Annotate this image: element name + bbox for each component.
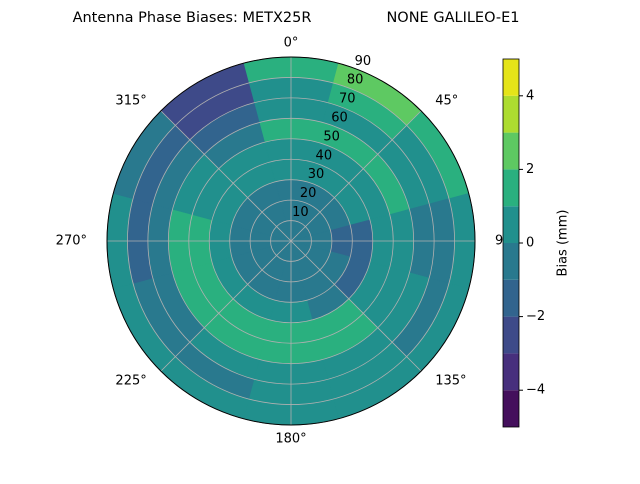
- polar-plot: 1020304050607080900°45°90135°180°225°270…: [56, 36, 512, 447]
- colorbar-band: [503, 95, 519, 133]
- angular-tick-label: 270°: [56, 234, 87, 249]
- radial-tick-label: 20: [300, 186, 317, 201]
- radial-tick-label: 10: [292, 205, 309, 220]
- colorbar-label: Bias (mm): [556, 210, 571, 277]
- angular-tick-label: 135°: [435, 374, 466, 389]
- colorbar-tick-label: 0: [526, 236, 534, 251]
- colorbar: −4 −2 0 2 4 Bias (mm): [502, 58, 571, 428]
- colorbar-tick-label: −4: [526, 383, 545, 398]
- colorbar-band: [503, 132, 519, 170]
- radial-tick-label: 60: [331, 110, 348, 125]
- colorbar-band: [503, 206, 519, 243]
- colorbar-tick-label: 4: [526, 88, 534, 103]
- radial-tick-label: 50: [323, 129, 340, 144]
- colorbar-band: [503, 243, 519, 280]
- angular-tick-label: 180°: [275, 432, 306, 447]
- chart-title: Antenna Phase Biases: METX25R: [73, 10, 312, 26]
- colorbar-band: [503, 390, 519, 427]
- colorbar-tick-label: 2: [526, 162, 534, 177]
- colorbar-band: [503, 353, 519, 391]
- angular-grid-line: [160, 110, 292, 242]
- angular-grid-line: [290, 110, 422, 242]
- colorbar-tick-label: −2: [526, 309, 545, 324]
- polar-frame: [106, 56, 476, 426]
- angular-grid-line: [290, 240, 422, 372]
- radial-tick-label: 40: [316, 148, 333, 163]
- angular-tick-label: 225°: [115, 374, 146, 389]
- angular-grid-line: [160, 240, 292, 372]
- angular-tick-label: 315°: [115, 93, 146, 108]
- colorbar-band: [503, 279, 519, 317]
- colorbar-band: [503, 59, 519, 96]
- angular-tick-label: 0°: [284, 36, 299, 51]
- chart-subtitle: NONE GALILEO-E1: [386, 10, 519, 26]
- radial-tick-label: 30: [308, 167, 325, 182]
- colorbar-band: [503, 316, 519, 354]
- radial-tick-label: 70: [339, 92, 356, 107]
- colorbar-band: [503, 169, 519, 207]
- radial-tick-label: 80: [347, 73, 364, 88]
- radial-tick-label: 90: [355, 54, 372, 69]
- angular-tick-label: 45°: [435, 93, 458, 108]
